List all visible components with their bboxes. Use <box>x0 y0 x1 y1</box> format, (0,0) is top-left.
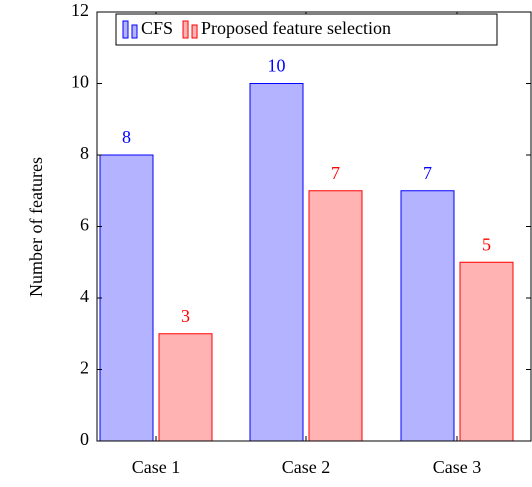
data-label: 5 <box>482 234 491 254</box>
y-tick-label: 12 <box>71 0 89 20</box>
data-label: 7 <box>331 163 340 183</box>
x-tick-label: Case 3 <box>433 457 482 477</box>
legend-swatch <box>182 20 189 39</box>
legend-swatch <box>131 24 138 39</box>
data-label: 7 <box>423 163 432 183</box>
legend-label: Proposed feature selection <box>201 18 391 38</box>
legend-swatch <box>191 24 198 39</box>
y-tick-label: 2 <box>80 358 89 378</box>
bar <box>459 261 514 442</box>
y-tick-label: 0 <box>80 429 89 449</box>
bar <box>249 83 304 442</box>
data-label: 3 <box>181 306 190 326</box>
legend-label: CFS <box>141 18 173 38</box>
y-tick-label: 8 <box>80 143 89 163</box>
bar <box>400 190 455 442</box>
bar <box>158 333 213 442</box>
y-tick-label: 10 <box>71 72 89 92</box>
x-tick-label: Case 1 <box>132 457 181 477</box>
y-tick-label: 4 <box>80 286 89 306</box>
y-axis-label: Number of features <box>26 157 46 297</box>
bar <box>99 154 154 442</box>
bar <box>308 190 363 442</box>
x-tick-label: Case 2 <box>282 457 331 477</box>
data-label: 8 <box>122 127 131 147</box>
y-tick-label: 6 <box>80 215 89 235</box>
legend-swatch <box>122 20 129 39</box>
legend-box <box>115 13 498 46</box>
data-label: 10 <box>268 56 286 76</box>
